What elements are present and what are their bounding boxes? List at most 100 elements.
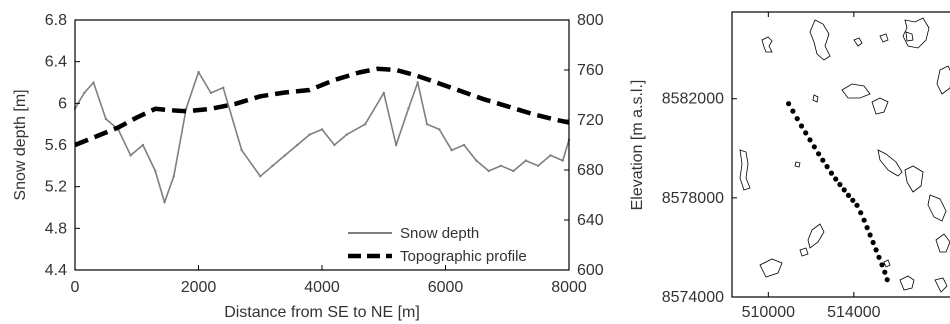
- data-point-snow-depth: [487, 169, 490, 173]
- track-point: [816, 151, 822, 157]
- data-point-snow-depth: [222, 86, 225, 89]
- data-point-snow-depth: [345, 133, 348, 136]
- track-point: [807, 137, 813, 143]
- snow-patch-outline: [905, 31, 914, 42]
- y-tick-label: 4.8: [45, 220, 67, 237]
- data-point-snow-depth: [141, 143, 145, 147]
- track-point: [790, 108, 796, 114]
- data-point-snow-depth: [416, 81, 419, 84]
- track-point: [803, 130, 809, 136]
- y-tick-label: 6: [58, 95, 67, 112]
- snow-patch-outline: [799, 247, 809, 257]
- y2-tick-label: 600: [577, 262, 604, 279]
- data-point-snow-depth: [154, 169, 157, 173]
- data-point-snow-depth: [259, 175, 262, 178]
- study-area-map: 510000 514000 8574000 8578000 8582000: [662, 11, 950, 321]
- data-point-snow-depth: [83, 91, 86, 95]
- data-point-snow-depth: [394, 143, 398, 147]
- snow-patch-outline: [879, 33, 889, 43]
- x-axis-title: Distance from SE to NE [m]: [224, 304, 420, 321]
- data-point-snow-depth: [129, 154, 132, 157]
- y2-tick-label: 640: [577, 212, 604, 229]
- map-x-tick-label: 510000: [742, 304, 795, 321]
- y2-tick-label: 800: [577, 12, 604, 29]
- track-point: [811, 144, 817, 150]
- legend: Snow depth Topographic profile: [348, 225, 527, 265]
- track-point: [882, 269, 888, 275]
- x-tick-label: 6000: [428, 279, 464, 296]
- data-point-snow-depth: [549, 154, 552, 157]
- track-point: [864, 225, 870, 231]
- series-line-topographic-profile: [74, 66, 570, 148]
- data-point-snow-depth: [450, 149, 453, 152]
- y-tick-label: 5.6: [45, 137, 67, 154]
- plot-area: [75, 20, 569, 270]
- snow-patch-outline: [883, 259, 891, 268]
- snow-patch-outline: [936, 65, 950, 95]
- snow-patch-outline: [871, 97, 889, 115]
- ticks-layer: 0 2000 4000 6000 8000 4.4 4.8 5.2 5.6 6 6.4 6.8 600 6…: [45, 12, 604, 296]
- data-point-snow-depth: [524, 159, 527, 162]
- snow-patch-outline: [927, 194, 947, 222]
- track-point: [798, 123, 805, 129]
- data-point-snow-depth: [333, 143, 336, 147]
- snow-patch-outline: [794, 161, 801, 168]
- x-tick-label: 8000: [551, 279, 587, 296]
- series-layer: [73, 66, 571, 204]
- track-point: [867, 232, 873, 238]
- x-tick-label: 2000: [181, 279, 217, 296]
- track-point: [858, 210, 864, 216]
- snow-patch-outline: [934, 277, 948, 293]
- data-point-snow-depth: [561, 159, 564, 162]
- track-point: [841, 187, 847, 193]
- track-point: [873, 247, 879, 253]
- snow-patch-outline: [759, 258, 783, 278]
- data-point-snow-depth: [296, 143, 299, 147]
- track-point: [861, 217, 867, 223]
- legend-label-topographic-profile: Topographic profile: [400, 248, 527, 265]
- flight-track-layer: [786, 101, 890, 283]
- data-point-snow-depth: [283, 154, 287, 157]
- snow-patch-outline: [807, 223, 825, 249]
- legend-label-snow-depth: Snow depth: [400, 225, 479, 242]
- snow-patch-outline: [809, 19, 831, 61]
- track-point: [845, 192, 852, 198]
- data-point-snow-depth: [364, 123, 367, 126]
- data-point-snow-depth: [512, 169, 515, 173]
- track-point: [824, 164, 830, 170]
- track-point: [884, 277, 890, 283]
- snow-patch-outline: [761, 36, 773, 53]
- track-point: [879, 262, 885, 268]
- track-point: [876, 254, 882, 260]
- snow-patch-outlines: [739, 17, 950, 293]
- data-point-snow-depth: [425, 123, 429, 126]
- data-point-snow-depth: [499, 164, 503, 167]
- snow-patch-outline: [853, 37, 863, 47]
- track-point: [870, 239, 876, 246]
- snow-patch-outline: [904, 165, 924, 193]
- y-tick-label: 6.4: [45, 54, 67, 71]
- data-point-snow-depth: [163, 201, 166, 204]
- track-point: [850, 197, 856, 203]
- data-point-snow-depth: [92, 81, 95, 84]
- track-point: [854, 202, 860, 208]
- y-tick-label: 6.8: [45, 12, 67, 29]
- y2-tick-label: 680: [577, 162, 604, 179]
- data-point-snow-depth: [271, 164, 274, 167]
- data-point-snow-depth: [407, 107, 410, 110]
- snow-patch-outline: [902, 17, 930, 49]
- map-area: [732, 12, 950, 297]
- snow-depth-profile-chart: 0 2000 4000 6000 8000 4.4 4.8 5.2 5.6 6 6.4 6.8 600 6…: [12, 12, 646, 321]
- data-point-snow-depth: [172, 175, 175, 178]
- x-tick-label: 0: [71, 279, 80, 296]
- y-tick-label: 4.4: [45, 262, 67, 279]
- map-y-tick-label: 8578000: [662, 190, 724, 207]
- map-ticks-layer: 510000 514000 8574000 8578000 8582000: [662, 12, 881, 321]
- track-point: [833, 176, 839, 182]
- y2-tick-label: 720: [577, 112, 604, 129]
- map-y-tick-label: 8574000: [662, 289, 724, 306]
- snow-patch-outline: [899, 275, 915, 291]
- track-point: [837, 181, 843, 188]
- data-point-snow-depth: [438, 128, 441, 131]
